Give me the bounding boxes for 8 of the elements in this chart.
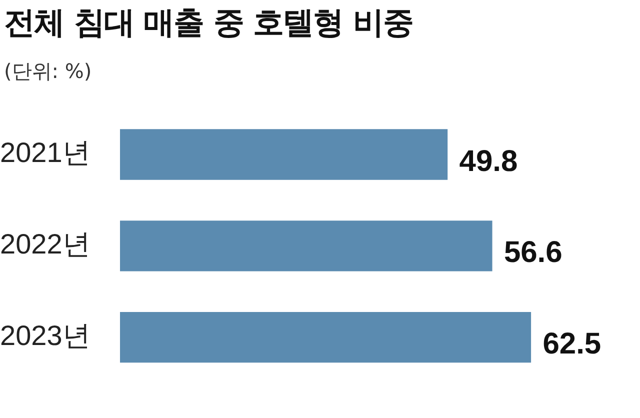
data-label: 56.6 bbox=[504, 236, 562, 270]
chart-title: 전체 침대 매출 중 호텔형 비중 bbox=[4, 4, 413, 43]
data-label: 49.8 bbox=[459, 144, 518, 178]
y-tick-label: 2023년 bbox=[0, 320, 90, 352]
chart-subtitle: (단위: %) bbox=[4, 58, 92, 85]
data-label: 62.5 bbox=[542, 328, 602, 361]
y-tick-label: 2022년 bbox=[0, 228, 90, 260]
y-tick-label: 2021년 bbox=[0, 137, 90, 168]
